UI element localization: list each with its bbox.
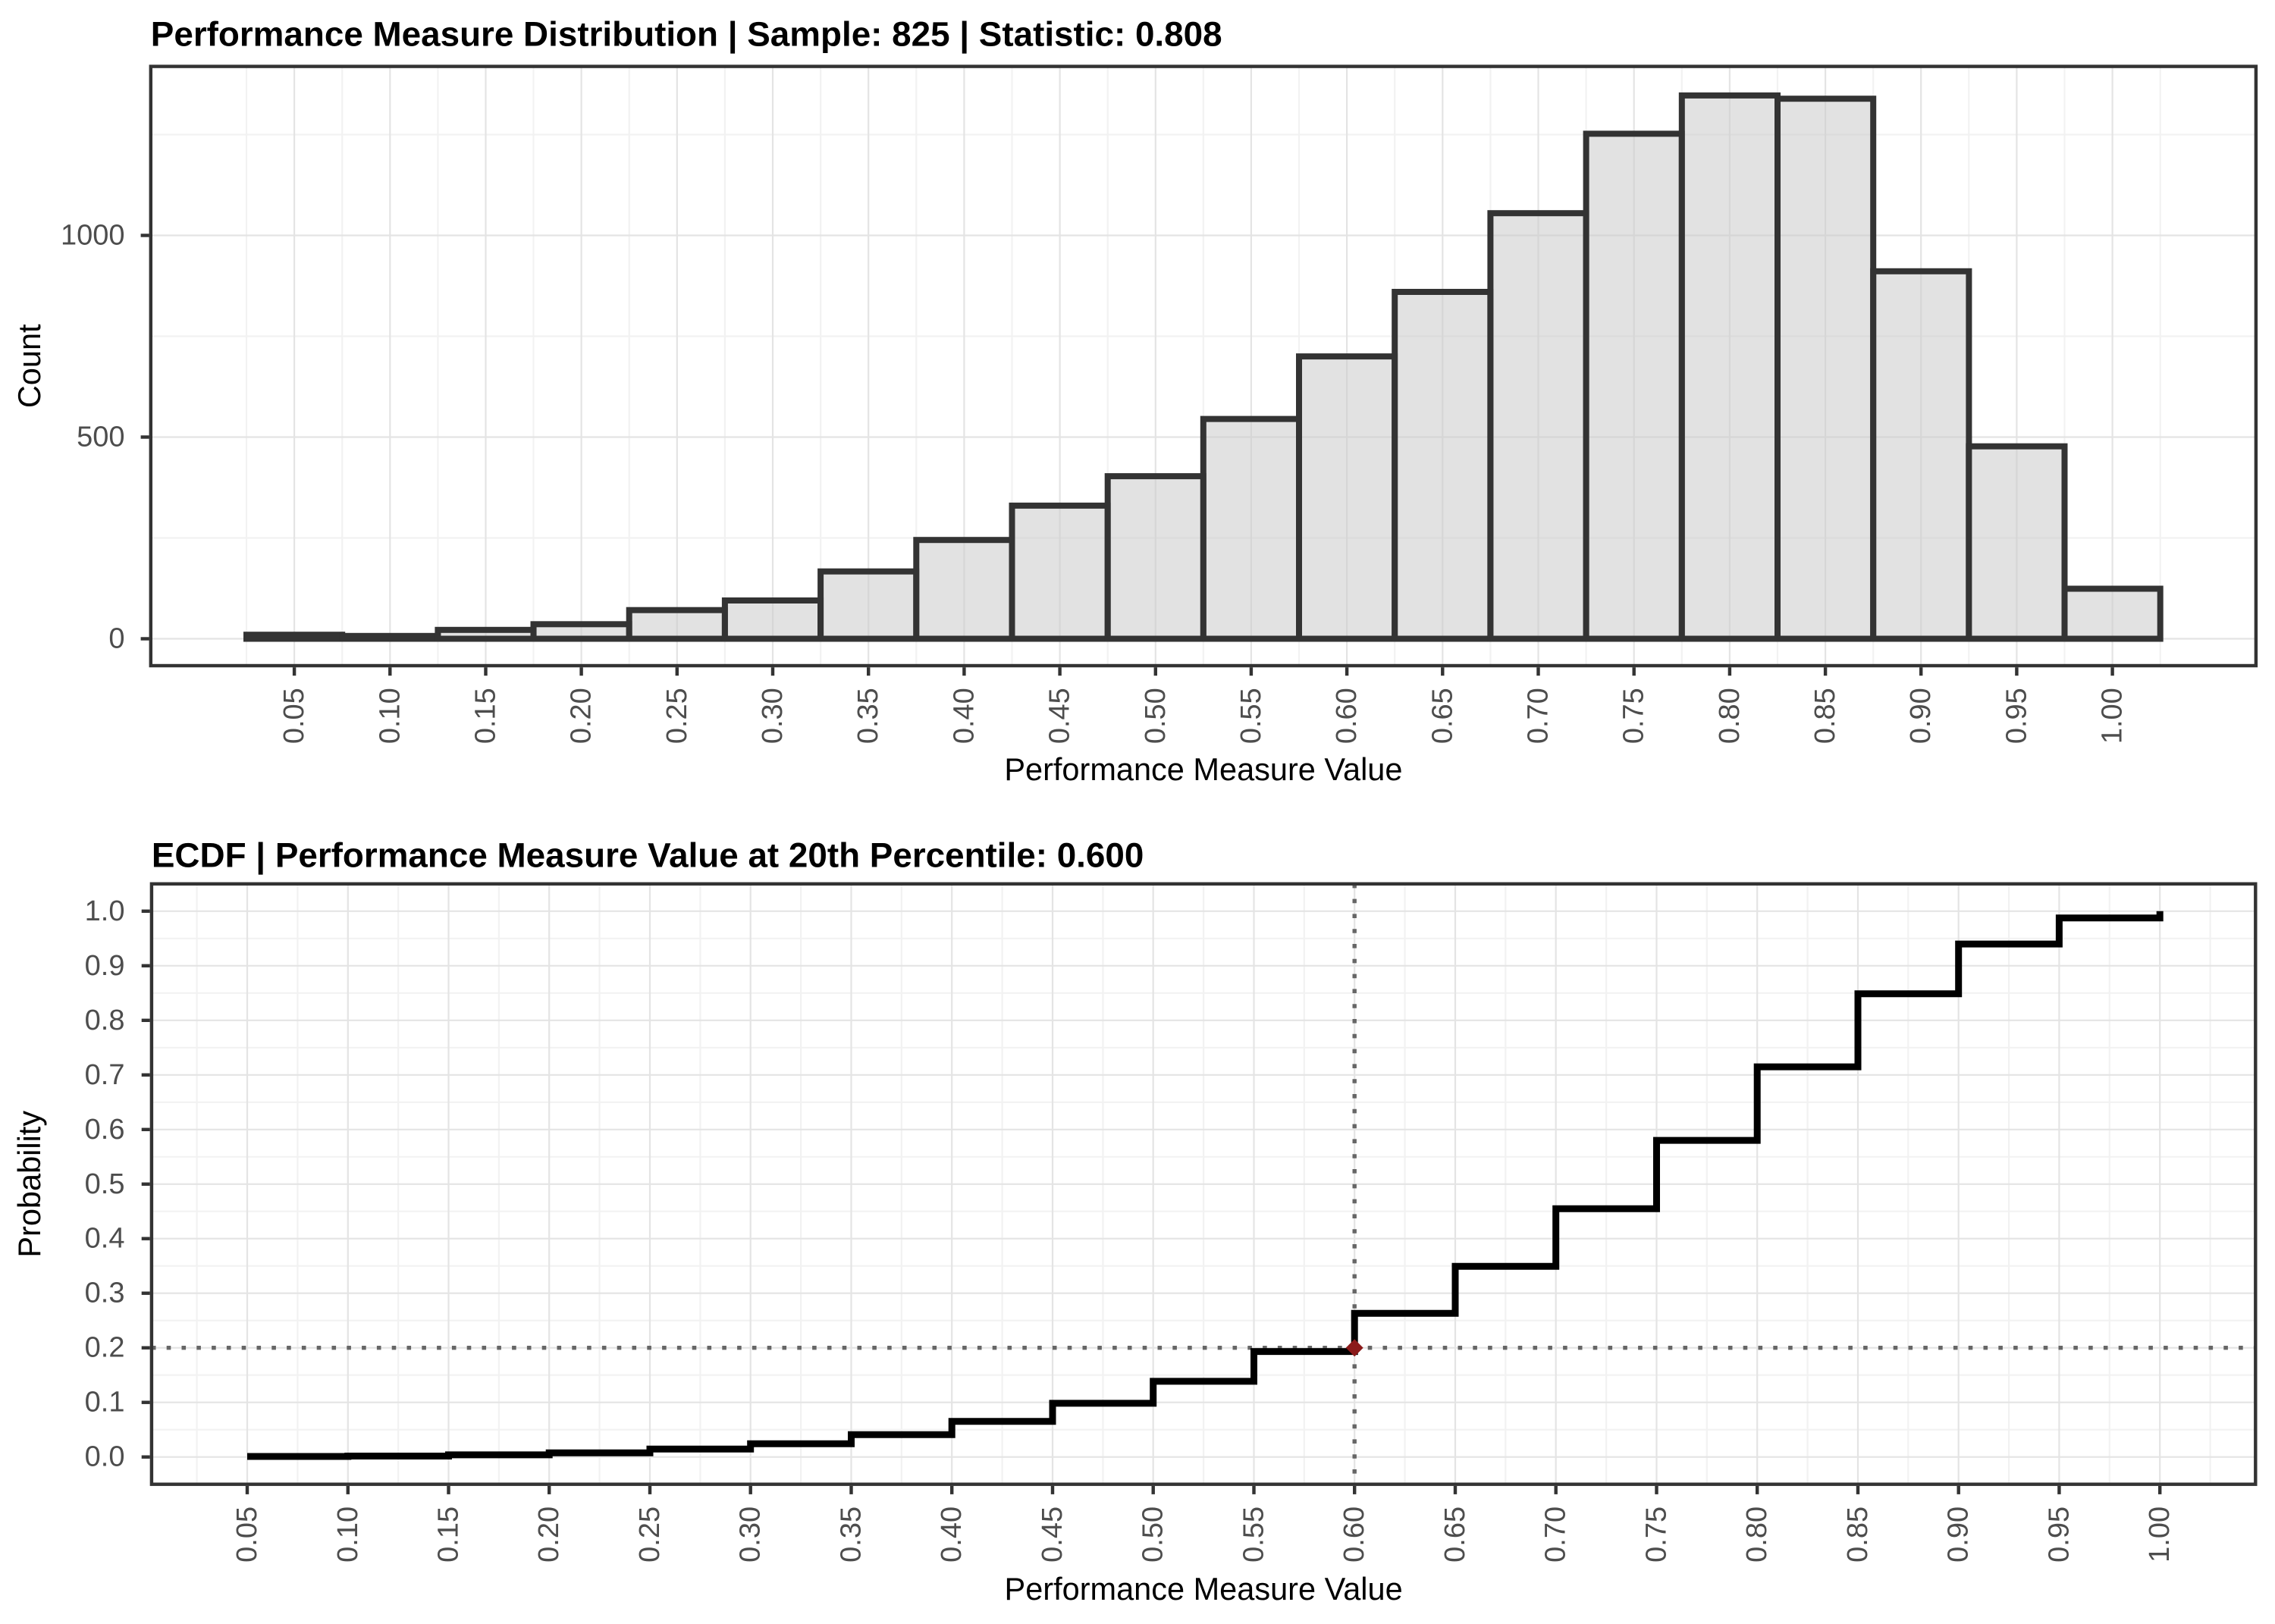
svg-text:0.90: 0.90	[1905, 688, 1937, 744]
svg-text:0.35: 0.35	[852, 688, 884, 744]
svg-text:0.55: 0.55	[1238, 1506, 1270, 1563]
svg-text:0.70: 0.70	[1540, 1506, 1572, 1563]
svg-text:1.0: 1.0	[85, 895, 125, 927]
svg-text:Performance Measure Value: Performance Measure Value	[1004, 751, 1402, 787]
svg-text:Performance Measure Distributi: Performance Measure Distribution | Sampl…	[151, 15, 1222, 54]
svg-text:0.75: 0.75	[1618, 688, 1650, 744]
svg-text:Performance Measure Value: Performance Measure Value	[1005, 1571, 1403, 1607]
svg-text:0.20: 0.20	[533, 1506, 565, 1563]
svg-text:0.0: 0.0	[85, 1441, 125, 1473]
svg-text:0.2: 0.2	[85, 1332, 125, 1364]
svg-text:0.85: 0.85	[1809, 688, 1841, 744]
svg-text:0.15: 0.15	[470, 688, 502, 744]
svg-text:0.90: 0.90	[1943, 1506, 1975, 1563]
svg-text:0.3: 0.3	[85, 1278, 125, 1309]
svg-text:0.50: 0.50	[1138, 1506, 1169, 1563]
svg-text:Count: Count	[11, 324, 47, 408]
svg-text:0.60: 0.60	[1331, 688, 1363, 744]
svg-text:500: 500	[77, 422, 124, 453]
svg-text:0.4: 0.4	[85, 1223, 125, 1255]
svg-text:0.65: 0.65	[1426, 688, 1458, 744]
svg-text:0.6: 0.6	[85, 1114, 125, 1146]
svg-text:0.1: 0.1	[85, 1387, 125, 1419]
svg-text:0.40: 0.40	[936, 1506, 968, 1563]
svg-text:0.50: 0.50	[1140, 688, 1172, 744]
svg-text:1.00: 1.00	[2144, 1506, 2176, 1563]
svg-text:0.10: 0.10	[374, 688, 406, 744]
svg-text:0.55: 0.55	[1235, 688, 1267, 744]
svg-text:0.25: 0.25	[661, 688, 693, 744]
svg-text:0.75: 0.75	[1641, 1506, 1673, 1563]
svg-text:0.45: 0.45	[1037, 1506, 1068, 1563]
svg-text:0.05: 0.05	[231, 1506, 263, 1563]
svg-text:0.40: 0.40	[948, 688, 980, 744]
svg-text:0.20: 0.20	[566, 688, 598, 744]
svg-text:0.15: 0.15	[433, 1506, 465, 1563]
svg-text:0.85: 0.85	[1842, 1506, 1874, 1563]
svg-text:0.80: 0.80	[1741, 1506, 1773, 1563]
svg-text:0.95: 0.95	[2043, 1506, 2075, 1563]
svg-text:0.05: 0.05	[278, 688, 310, 744]
svg-text:1000: 1000	[61, 220, 125, 252]
svg-text:0.30: 0.30	[757, 688, 789, 744]
svg-text:0.30: 0.30	[735, 1506, 767, 1563]
svg-text:ECDF | Performance Measure Val: ECDF | Performance Measure Value at 20th…	[152, 836, 1144, 875]
svg-text:0.65: 0.65	[1439, 1506, 1471, 1563]
svg-text:0.45: 0.45	[1044, 688, 1076, 744]
svg-text:0.95: 0.95	[2000, 688, 2032, 744]
svg-text:0.80: 0.80	[1714, 688, 1746, 744]
svg-text:0.70: 0.70	[1523, 688, 1555, 744]
svg-text:0.10: 0.10	[332, 1506, 364, 1563]
svg-text:0.25: 0.25	[634, 1506, 666, 1563]
svg-text:1.00: 1.00	[2097, 688, 2129, 744]
svg-text:0: 0	[108, 623, 124, 655]
svg-text:0.9: 0.9	[85, 950, 125, 982]
svg-text:0.60: 0.60	[1338, 1506, 1370, 1563]
svg-text:Probability: Probability	[11, 1111, 47, 1258]
svg-text:0.8: 0.8	[85, 1005, 125, 1036]
svg-text:0.5: 0.5	[85, 1168, 125, 1200]
svg-text:0.35: 0.35	[836, 1506, 868, 1563]
svg-text:0.7: 0.7	[85, 1059, 125, 1091]
